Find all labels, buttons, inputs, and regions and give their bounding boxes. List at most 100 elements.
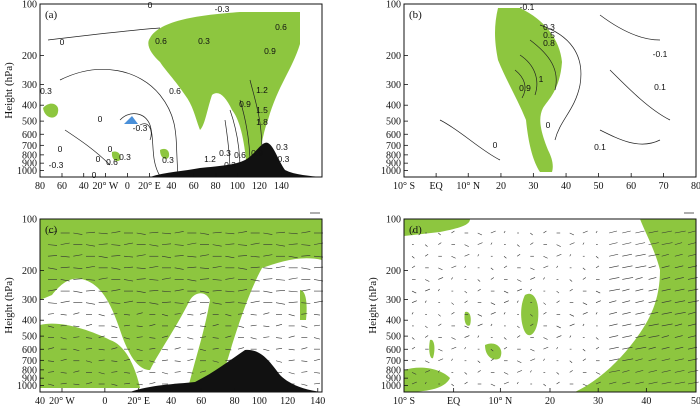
contour-label: 0.5 bbox=[543, 30, 555, 40]
wind-vector bbox=[275, 265, 286, 269]
wind-vector bbox=[556, 244, 561, 247]
wind-vector bbox=[174, 244, 184, 246]
wind-vector bbox=[451, 265, 457, 269]
wind-vector bbox=[123, 242, 134, 245]
wind-vector bbox=[635, 335, 646, 338]
wind-vector bbox=[569, 232, 575, 236]
wind-vector bbox=[174, 255, 184, 257]
wind-vector bbox=[582, 242, 585, 245]
contour-line bbox=[539, 24, 582, 141]
wind-vector bbox=[490, 267, 494, 271]
wind-vector bbox=[490, 302, 496, 305]
wind-vector bbox=[661, 230, 672, 234]
wind-vector bbox=[648, 323, 659, 327]
wind-vector bbox=[424, 244, 428, 247]
contour-label: 0.6 bbox=[169, 86, 181, 96]
contour-label: -0.3 bbox=[133, 123, 148, 133]
wind-vector bbox=[687, 230, 696, 234]
wind-vector bbox=[47, 231, 58, 234]
y-tick-label: 400 bbox=[22, 101, 37, 112]
wind-vector bbox=[438, 348, 443, 352]
contour-label: 0.3 bbox=[276, 142, 288, 152]
y-axis-title: Height (hPa) bbox=[367, 277, 379, 334]
wind-vector bbox=[225, 243, 235, 245]
shaded-region bbox=[464, 311, 471, 326]
wind-vector bbox=[451, 383, 455, 387]
wind-vector bbox=[187, 266, 197, 269]
x-tick-label: 20 bbox=[545, 396, 555, 407]
wind-vector bbox=[85, 244, 96, 247]
contour-label: 0.9 bbox=[251, 148, 263, 158]
wind-vector bbox=[161, 255, 172, 259]
wind-vector bbox=[609, 323, 618, 327]
wind-vector bbox=[288, 348, 295, 351]
wind-vector bbox=[582, 383, 588, 387]
wind-vector bbox=[225, 335, 232, 338]
wind-vector bbox=[622, 346, 633, 350]
wind-vector bbox=[263, 336, 270, 338]
wind-vector bbox=[161, 348, 169, 351]
wind-vector bbox=[123, 255, 134, 258]
shaded-region bbox=[485, 343, 502, 360]
wind-vector bbox=[60, 372, 67, 374]
wind-vector bbox=[411, 372, 417, 375]
wind-vector bbox=[622, 312, 631, 315]
wind-vector bbox=[490, 323, 493, 327]
wind-vector bbox=[111, 360, 118, 362]
shaded-region bbox=[521, 293, 539, 336]
wind-vector bbox=[687, 300, 699, 303]
contour-line bbox=[599, 14, 661, 41]
wind-vector bbox=[451, 358, 453, 361]
wind-vector bbox=[73, 254, 83, 257]
wind-vector bbox=[149, 382, 156, 385]
wind-vector bbox=[123, 324, 131, 327]
x-tick-label: 0 bbox=[125, 181, 130, 192]
x-tick-label: 20° E bbox=[138, 181, 161, 192]
contour-label: 0 bbox=[546, 120, 551, 130]
wind-vector bbox=[250, 314, 257, 316]
wind-vector bbox=[530, 277, 536, 280]
wind-vector bbox=[609, 370, 620, 373]
wind-vector bbox=[635, 230, 645, 234]
wind-vector bbox=[212, 279, 222, 281]
wind-vector bbox=[98, 290, 108, 293]
wind-vector bbox=[225, 301, 235, 303]
wind-vector bbox=[569, 360, 573, 363]
wind-vector bbox=[661, 242, 673, 245]
x-tick-label: 30 bbox=[528, 181, 538, 192]
y-tick-label: 1000 bbox=[17, 381, 37, 392]
wind-vector bbox=[543, 346, 549, 350]
wind-vector bbox=[411, 337, 415, 340]
wind-vector bbox=[543, 230, 547, 234]
wind-vector bbox=[47, 347, 55, 350]
wind-vector bbox=[635, 370, 644, 373]
wind-vector bbox=[161, 290, 172, 293]
y-tick-label: 800 bbox=[386, 150, 401, 161]
wind-vector bbox=[661, 277, 671, 280]
wind-vector bbox=[149, 289, 159, 292]
wind-vector bbox=[464, 372, 468, 375]
wind-vector bbox=[490, 348, 494, 352]
contour-label: 1.8 bbox=[256, 117, 268, 127]
wind-vector bbox=[503, 346, 508, 350]
wind-vector bbox=[477, 242, 483, 245]
wind-vector bbox=[161, 277, 172, 280]
wind-vector bbox=[569, 314, 575, 317]
wind-vector bbox=[438, 288, 440, 292]
wind-vector bbox=[543, 277, 545, 280]
wind-vector bbox=[661, 312, 672, 315]
wind-vector bbox=[275, 289, 286, 292]
wind-vector bbox=[674, 358, 684, 362]
y-tick-label: 100 bbox=[386, 215, 401, 226]
wind-vector bbox=[648, 312, 659, 315]
y-tick-label: 800 bbox=[22, 150, 37, 161]
contour-label: 1 bbox=[539, 74, 544, 84]
panel-label: (d) bbox=[409, 224, 422, 236]
wind-vector bbox=[301, 302, 311, 304]
wind-vector bbox=[451, 277, 453, 280]
wind-vector bbox=[187, 358, 194, 362]
wind-vector bbox=[161, 335, 169, 338]
x-tick-label: 20° W bbox=[49, 396, 75, 407]
wind-vector bbox=[85, 289, 96, 292]
